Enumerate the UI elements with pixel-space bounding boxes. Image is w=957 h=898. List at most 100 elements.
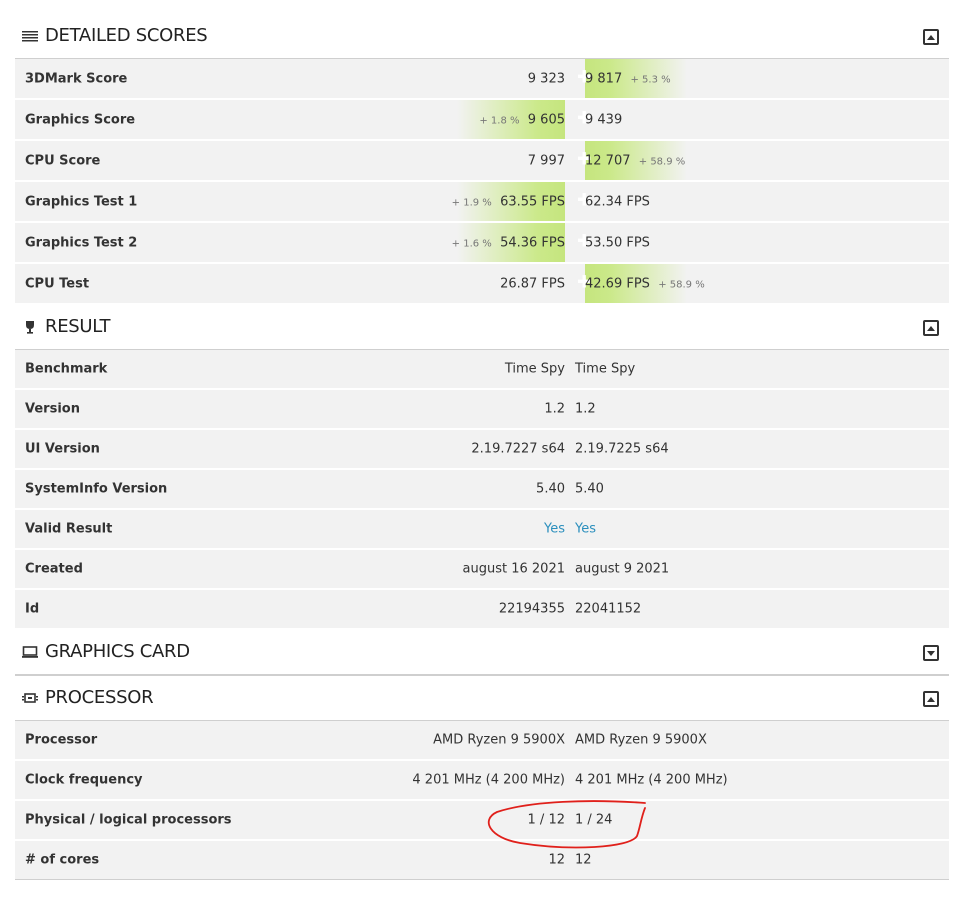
result-row-valid-result: Valid Result Yes Yes xyxy=(15,510,949,550)
row-label: # of cores xyxy=(25,852,100,868)
right-value: 2.19.7225 s64 xyxy=(575,441,669,457)
section-title-result: RESULT xyxy=(45,316,111,337)
right-value: 9 439 xyxy=(585,112,623,127)
right-value: 53.50 FPS xyxy=(585,235,650,250)
right-value: 12 xyxy=(575,852,592,868)
right-percent: + 58.9 % xyxy=(638,156,686,167)
section-header-result[interactable]: RESULT xyxy=(15,305,949,350)
left-value: Time Spy xyxy=(504,361,565,377)
row-label: Clock frequency xyxy=(25,772,143,788)
left-value: 54.36 FPS xyxy=(500,235,565,250)
left-value: 22194355 xyxy=(498,601,565,617)
section-title-graphics-card: GRAPHICS CARD xyxy=(45,641,190,662)
right-value: AMD Ryzen 9 5900X xyxy=(575,732,707,748)
right-value: 42.69 FPS xyxy=(585,276,650,291)
right-value: 9 817 xyxy=(585,71,623,86)
row-label: 3DMark Score xyxy=(25,71,128,86)
collapse-toggle-icon[interactable] xyxy=(923,29,939,45)
row-label: UI Version xyxy=(25,441,100,457)
row-label: Version xyxy=(25,401,80,417)
right-value: august 9 2021 xyxy=(575,561,670,577)
left-value: 9 605 xyxy=(527,112,565,127)
right-value: 62.34 FPS xyxy=(585,194,650,209)
comparison-panel: DETAILED SCORES 3DMark Score 9 323 ✚ 9 8… xyxy=(15,14,949,880)
result-row-systeminfo-version: SystemInfo Version 5.40 5.40 xyxy=(15,470,949,510)
result-row-version: Version 1.2 1.2 xyxy=(15,390,949,430)
right-value: Time Spy xyxy=(575,361,636,377)
processor-row-clock: Clock frequency 4 201 MHz (4 200 MHz) 4 … xyxy=(15,761,949,801)
left-value: august 16 2021 xyxy=(462,561,565,577)
score-row-graphics: Graphics Score + 1.8 % 9 605 ✚ 9 439 xyxy=(15,100,949,141)
row-label: Physical / logical processors xyxy=(25,812,232,828)
collapse-toggle-icon[interactable] xyxy=(923,691,939,707)
right-value: 1 / 24 xyxy=(575,812,613,828)
right-value: 22041152 xyxy=(575,601,642,617)
plus-icon: ✚ xyxy=(577,231,592,252)
winner-highlight xyxy=(585,141,687,180)
winner-highlight xyxy=(585,264,687,303)
score-row-3dmark: 3DMark Score 9 323 ✚ 9 817 + 5.3 % xyxy=(15,59,949,100)
score-row-cpu-test: CPU Test 26.87 FPS ✚ 42.69 FPS + 58.9 % xyxy=(15,264,949,305)
result-row-id: Id 22194355 22041152 xyxy=(15,590,949,630)
score-row-graphics-test-2: Graphics Test 2 + 1.6 % 54.36 FPS ✚ 53.5… xyxy=(15,223,949,264)
left-value: 9 323 xyxy=(527,71,565,86)
plus-icon: ✚ xyxy=(577,190,592,211)
right-value: 5.40 xyxy=(575,481,604,497)
row-label: Id xyxy=(25,601,40,617)
right-value: 4 201 MHz (4 200 MHz) xyxy=(575,772,728,788)
row-label: CPU Score xyxy=(25,153,101,168)
score-row-graphics-test-1: Graphics Test 1 + 1.9 % 63.55 FPS ✚ 62.3… xyxy=(15,182,949,223)
left-value: 63.55 FPS xyxy=(500,194,565,209)
row-label: Benchmark xyxy=(25,361,108,377)
processor-row-cores: # of cores 12 12 xyxy=(15,841,949,880)
row-label: Graphics Score xyxy=(25,112,136,127)
section-header-graphics-card[interactable]: GRAPHICS CARD xyxy=(15,630,949,675)
row-label: CPU Test xyxy=(25,276,90,291)
right-value-link[interactable]: Yes xyxy=(575,521,596,537)
section-title-processor: PROCESSOR xyxy=(45,687,154,708)
monitor-icon xyxy=(22,646,38,658)
trophy-icon xyxy=(26,321,34,334)
right-value: 12 707 xyxy=(585,153,631,168)
row-label: Graphics Test 2 xyxy=(25,235,138,250)
left-value: 7 997 xyxy=(527,153,565,168)
left-value: 5.40 xyxy=(536,481,565,497)
list-icon xyxy=(22,31,38,42)
row-label: Processor xyxy=(25,732,98,748)
left-value: 2.19.7227 s64 xyxy=(471,441,565,457)
plus-icon: ✚ xyxy=(577,272,592,293)
processor-row-name: Processor AMD Ryzen 9 5900X AMD Ryzen 9 … xyxy=(15,721,949,761)
right-percent: + 5.3 % xyxy=(630,74,671,85)
result-row-created: Created august 16 2021 august 9 2021 xyxy=(15,550,949,590)
plus-icon: ✚ xyxy=(577,67,592,88)
left-value-link[interactable]: Yes xyxy=(544,521,565,537)
result-row-ui-version: UI Version 2.19.7227 s64 2.19.7225 s64 xyxy=(15,430,949,470)
section-header-processor[interactable]: PROCESSOR xyxy=(15,675,949,721)
winner-highlight xyxy=(457,100,565,139)
section-title-detailed-scores: DETAILED SCORES xyxy=(45,25,208,46)
winner-highlight xyxy=(457,182,565,221)
plus-icon: ✚ xyxy=(577,149,592,170)
right-percent: + 58.9 % xyxy=(658,279,705,290)
result-row-benchmark: Benchmark Time Spy Time Spy xyxy=(15,350,949,390)
score-row-cpu: CPU Score 7 997 ✚ 12 707 + 58.9 % xyxy=(15,141,949,182)
winner-highlight xyxy=(585,59,687,98)
collapse-toggle-icon[interactable] xyxy=(923,320,939,336)
left-percent: + 1.6 % xyxy=(451,238,492,249)
plus-icon: ✚ xyxy=(577,108,592,129)
left-value: 26.87 FPS xyxy=(500,276,565,291)
row-label: Created xyxy=(25,561,83,577)
row-label: Valid Result xyxy=(25,521,113,537)
winner-highlight xyxy=(457,223,565,262)
left-value: 1 / 12 xyxy=(527,812,565,828)
left-value: 1.2 xyxy=(544,401,565,417)
left-value: AMD Ryzen 9 5900X xyxy=(433,732,565,748)
processor-row-physical-logical: Physical / logical processors 1 / 12 1 /… xyxy=(15,801,949,841)
left-percent: + 1.9 % xyxy=(451,197,492,208)
left-value: 4 201 MHz (4 200 MHz) xyxy=(412,772,565,788)
expand-toggle-icon[interactable] xyxy=(923,645,939,661)
section-header-detailed-scores[interactable]: DETAILED SCORES xyxy=(15,14,949,59)
row-label: Graphics Test 1 xyxy=(25,194,138,209)
chip-icon xyxy=(22,693,38,703)
left-percent: + 1.8 % xyxy=(479,115,520,126)
